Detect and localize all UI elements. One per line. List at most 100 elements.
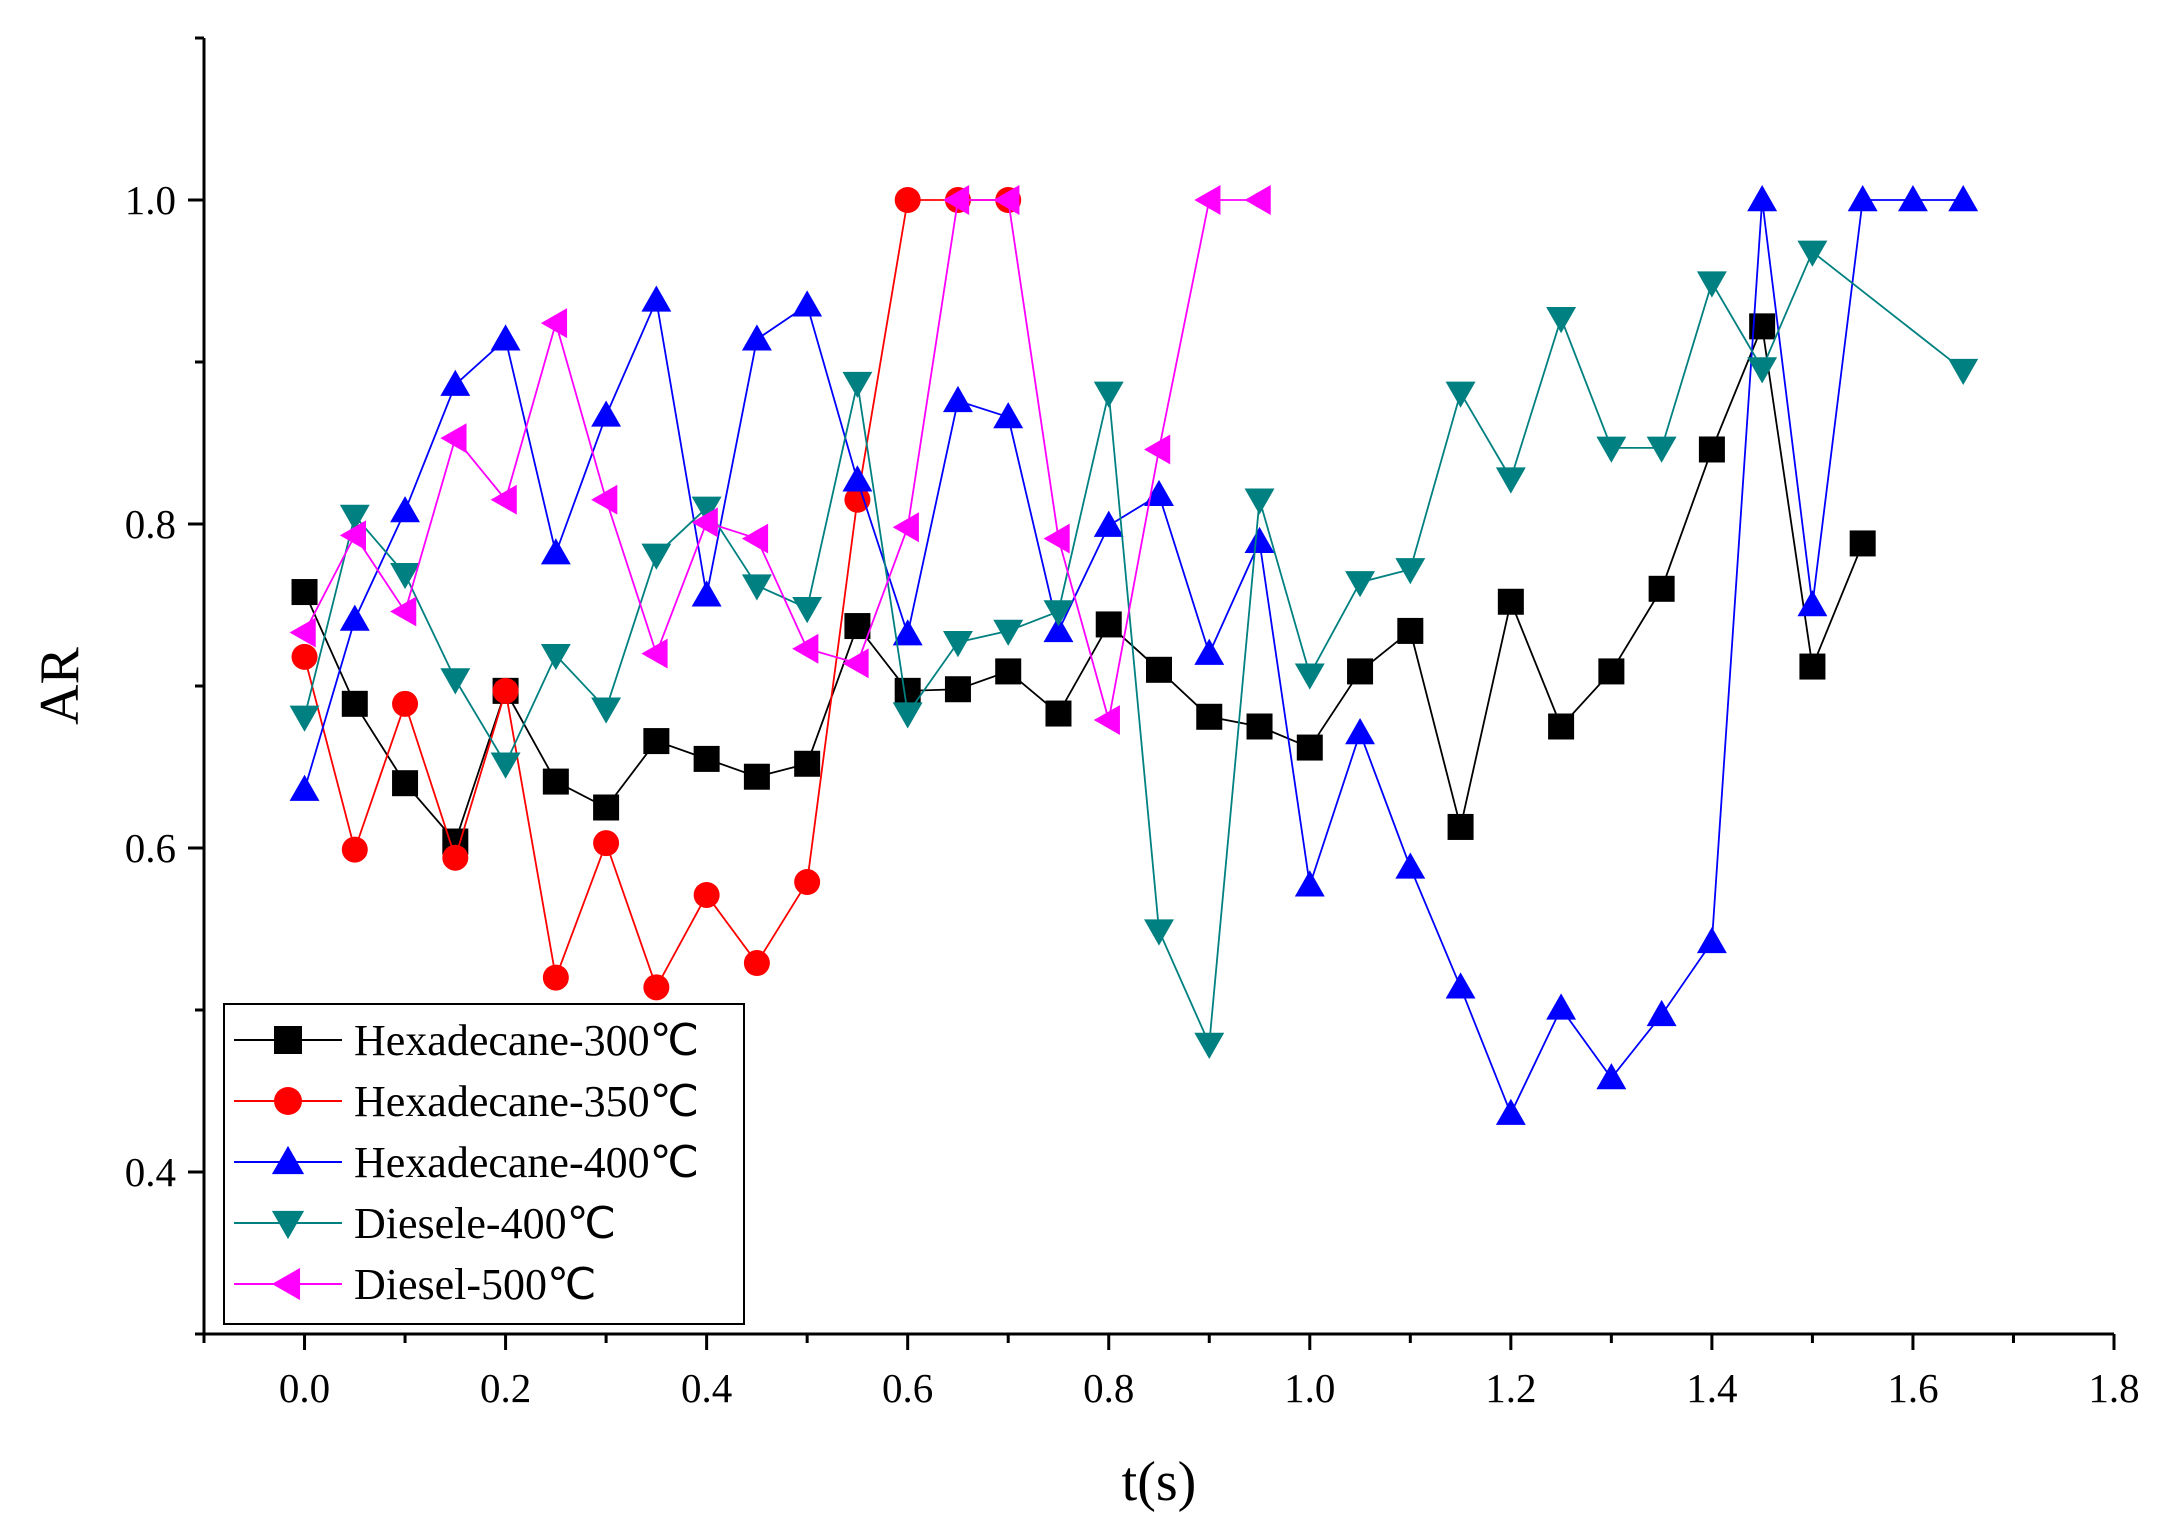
data-point (490, 484, 517, 515)
data-point (1246, 713, 1273, 740)
data-point (341, 836, 368, 863)
legend-item: Hexadecane-400℃ (234, 1138, 699, 1187)
data-point (1345, 718, 1376, 745)
data-point (1546, 307, 1577, 334)
data-point (339, 604, 370, 631)
data-point (643, 728, 670, 755)
x-tick-label: 1.4 (1686, 1365, 1737, 1411)
data-point (542, 768, 569, 795)
data-point (1849, 530, 1876, 557)
data-point (1043, 523, 1070, 554)
legend-marker (271, 1267, 301, 1301)
data-point (641, 285, 672, 312)
data-point (289, 774, 320, 801)
data-point (591, 697, 622, 724)
data-point (1194, 638, 1225, 665)
legend-label: Hexadecane-350℃ (354, 1077, 699, 1126)
data-point (641, 638, 668, 669)
data-point (291, 579, 318, 606)
data-point (942, 385, 973, 413)
data-point (1495, 1098, 1526, 1125)
x-tick-label: 0.4 (681, 1365, 732, 1411)
data-point (1294, 663, 1325, 690)
legend-item: Hexadecane-350℃ (234, 1077, 699, 1126)
x-tick-label: 0.8 (1083, 1365, 1134, 1411)
data-point (440, 369, 471, 396)
data-point (993, 185, 1020, 215)
data-point (1948, 358, 1979, 386)
y-tick-label: 0.4 (125, 1149, 176, 1195)
data-point (1646, 436, 1677, 463)
data-point (995, 658, 1022, 685)
data-point (794, 750, 821, 777)
data-point (440, 668, 471, 695)
data-point (1445, 381, 1476, 408)
data-point (942, 185, 970, 215)
data-point (844, 486, 871, 513)
data-point (792, 597, 823, 624)
x-tick-label: 0.0 (279, 1365, 330, 1411)
data-point (1696, 271, 1727, 298)
data-point (1194, 1032, 1225, 1059)
data-point (1598, 658, 1625, 685)
data-point (291, 643, 318, 670)
data-point (892, 702, 923, 729)
data-point (1747, 185, 1778, 212)
data-point (1497, 588, 1524, 615)
series-3 (289, 185, 1979, 1125)
data-point (1698, 436, 1725, 463)
y-tick-label: 0.6 (125, 825, 176, 871)
x-tick-label: 1.2 (1485, 1365, 1536, 1411)
data-point (643, 974, 670, 1001)
data-point (1948, 185, 1979, 212)
legend-box (223, 1003, 745, 1325)
data-point (1194, 185, 1221, 215)
data-point (1045, 700, 1072, 727)
data-point (591, 484, 618, 515)
data-point (593, 794, 620, 821)
data-point (341, 690, 368, 717)
data-point (1146, 656, 1172, 683)
data-point (339, 520, 367, 551)
data-point (842, 465, 873, 492)
data-point (993, 402, 1024, 429)
legend-item: Hexadecane-300℃ (234, 1016, 699, 1065)
data-point (1244, 185, 1271, 215)
data-point (1897, 185, 1928, 212)
legend: Hexadecane-300℃ Hexadecane-350℃ Hexadecane… (223, 1003, 745, 1325)
data-point (1395, 558, 1426, 585)
data-point (1244, 488, 1275, 515)
data-point (591, 400, 622, 427)
data-point (1548, 713, 1575, 740)
data-point (593, 830, 620, 857)
data-point (1244, 526, 1275, 554)
data-point (392, 690, 419, 717)
data-point (492, 677, 519, 704)
data-point (1596, 1063, 1627, 1090)
data-point (392, 770, 419, 797)
data-point (691, 580, 722, 607)
x-tick-label: 1.6 (1887, 1365, 1938, 1411)
x-tick-label: 1.0 (1284, 1365, 1335, 1411)
data-point (792, 290, 823, 317)
data-point (1093, 510, 1124, 537)
series-line (303, 322, 1864, 844)
data-point (1696, 927, 1727, 954)
y-axis-title: AR (29, 646, 91, 724)
series-1 (291, 313, 1876, 855)
data-point (289, 705, 320, 732)
data-point (693, 745, 720, 772)
data-point (1797, 590, 1828, 617)
data-point (1296, 734, 1323, 761)
legend-item: Diesel-500℃ (234, 1260, 596, 1309)
data-point (1043, 600, 1074, 627)
data-point (540, 308, 568, 339)
data-point (540, 644, 571, 671)
legend-marker (271, 1145, 305, 1175)
data-point (743, 950, 770, 977)
series-line (303, 199, 1260, 721)
data-point (892, 619, 923, 646)
series-4 (289, 240, 1979, 1059)
